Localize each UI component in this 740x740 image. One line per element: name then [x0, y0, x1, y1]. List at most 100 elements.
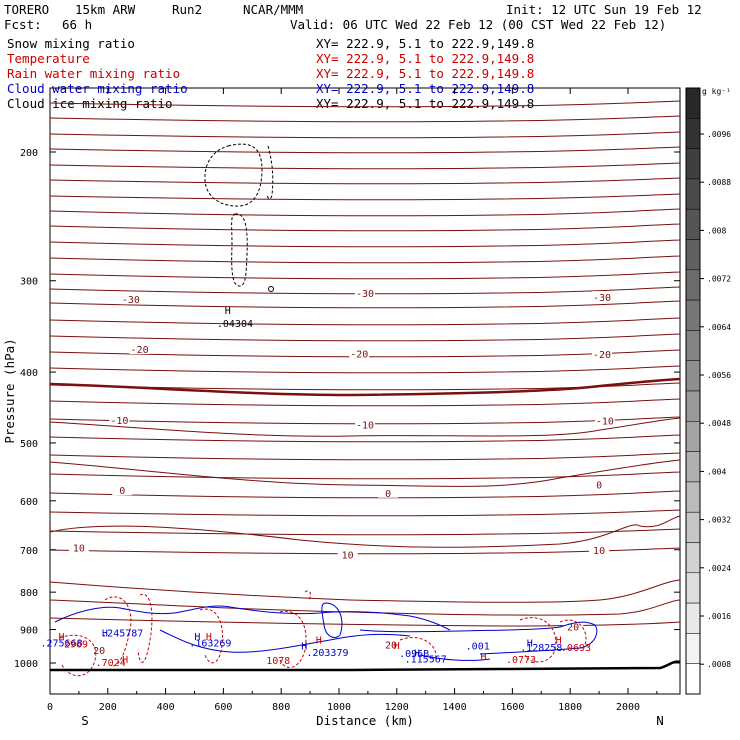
colorbar-step — [685, 481, 701, 513]
high-marker: H — [194, 632, 200, 643]
temperature-contour-label: -30 — [356, 289, 374, 300]
max-value-label: .115567 — [405, 654, 447, 665]
init-time: Init: 12 UTC Sun 19 Feb 12 — [506, 2, 702, 17]
field-name: Temperature — [7, 51, 90, 66]
x-axis-label: Distance (km) — [316, 713, 414, 728]
temperature-contour — [49, 349, 681, 358]
colorbar-step — [685, 511, 701, 543]
colorbar-step — [685, 602, 701, 634]
contour-label-bg — [591, 348, 612, 360]
field-xy: XY= 222.9, 5.1 to 222.9,149.8 — [316, 36, 534, 51]
rain-contour-9 — [304, 590, 312, 601]
colorbar-step — [685, 451, 701, 483]
temperature-contour — [49, 333, 681, 342]
x-tick-label: 600 — [214, 702, 232, 713]
cloud-ice-contours — [204, 143, 274, 292]
max-value-label: .001 — [466, 641, 490, 652]
temperature-contour-label: 0 — [119, 486, 125, 497]
x-tick-label: 400 — [157, 702, 175, 713]
colorbar-tick-label: .004 — [707, 467, 726, 476]
contour-label-bg — [594, 414, 615, 426]
contour-label-bg — [589, 543, 610, 555]
temperature-contour — [49, 100, 681, 108]
temperature-contour — [49, 434, 681, 443]
temperature-contour-zero — [49, 377, 681, 397]
temperature-contour — [49, 617, 681, 627]
rain-contour-4 — [199, 608, 224, 664]
left-endpoint: S — [81, 713, 89, 728]
x-tick-label: 1000 — [327, 702, 351, 713]
temperature-contour — [49, 398, 681, 407]
cloud-ice-contour-right — [266, 145, 274, 200]
temperature-contour — [49, 417, 681, 437]
cloud-ice-contour-dot — [268, 286, 274, 292]
temperature-contour — [49, 515, 681, 548]
ground-surface — [50, 660, 681, 672]
x-tick-label: 1800 — [558, 702, 582, 713]
cloud-water-contour-2 — [159, 629, 411, 653]
field-name: Rain water mixing ratio — [7, 66, 180, 81]
max-value-label: .128258 — [520, 643, 562, 654]
temperature-contour — [49, 208, 681, 217]
high-marker: H — [122, 655, 128, 666]
temperature-contour — [49, 416, 681, 425]
colorbar-step — [685, 663, 701, 695]
contour-label-bg — [563, 620, 584, 632]
y-axis-label: Pressure (hPa) — [2, 338, 17, 443]
high-marker: H — [527, 638, 533, 649]
temperature-contour — [49, 162, 681, 170]
temperature-contour-label: 0 — [596, 481, 602, 492]
y-tick-label: 1000 — [14, 659, 38, 670]
high-marker: H — [394, 641, 400, 652]
contour-annotations: .04304H.245787.275668.163269.203379.001.… — [40, 306, 591, 669]
y-tick-label: 900 — [20, 626, 38, 637]
temperature-contour — [49, 490, 681, 499]
colorbar-step — [685, 208, 701, 240]
colorbar-tick-label: .008 — [707, 226, 726, 235]
fcst-value: 66 h — [62, 17, 92, 32]
contour-label-bg — [355, 418, 375, 430]
colorbar-step — [685, 542, 701, 574]
temperature-contour — [49, 286, 681, 295]
colorbar-frame — [685, 87, 701, 695]
temperature-contour — [49, 382, 681, 391]
temperature-contour — [49, 365, 681, 374]
rain-contour-6 — [399, 637, 437, 661]
rain-contour-2 — [104, 596, 132, 667]
valid-time: Valid: 06 UTC Wed 22 Feb 12 (00 CST Wed … — [290, 17, 666, 32]
rain-contour-1 — [59, 634, 97, 677]
colorbar-tick-label: .0024 — [707, 564, 731, 573]
temperature-contour-label: -10 — [110, 416, 128, 427]
temperature-contour-label: -20 — [350, 349, 368, 360]
colorbar-step — [685, 178, 701, 210]
temperature-contour-label: -10 — [596, 417, 614, 428]
contour-label-bg — [355, 287, 375, 299]
contour-label-bg — [591, 291, 612, 303]
temperature-contour-label: 10 — [593, 546, 605, 557]
colorbar-unit: g kg⁻¹ — [702, 87, 731, 96]
max-value-label: .04304 — [217, 319, 253, 330]
contour-label-bg — [89, 644, 110, 656]
temperature-contour — [49, 193, 681, 201]
max-value-label: .275668 — [40, 639, 82, 650]
temperature-contour — [49, 115, 681, 123]
contour-label-bg — [109, 413, 130, 425]
colorbar-step — [685, 148, 701, 180]
colorbar-tick-label: .0072 — [707, 275, 731, 284]
rain-contour-3 — [137, 593, 153, 663]
max-value-label: .7024 — [96, 658, 126, 669]
temperature-contour-label: 20 — [385, 641, 397, 652]
rain-contour-8 — [559, 619, 587, 646]
cloud-water-contour-4 — [321, 602, 343, 638]
rain-contour-5 — [279, 610, 307, 668]
temperature-contour — [49, 177, 681, 185]
colorbar-step — [685, 118, 701, 149]
y-tick-label: 300 — [20, 277, 38, 288]
fcst-label: Fcst: — [4, 17, 42, 32]
y-tick-label: 700 — [20, 546, 38, 557]
contour-label-bg — [378, 486, 399, 498]
max-value-label: .163269 — [189, 639, 231, 650]
contour-label-bg — [589, 478, 610, 490]
temperature-contours: -30 -30 -30 -20 -20 -20 -10 -10 -10 0 0 0 10 10 10 20 20… — [49, 100, 681, 657]
